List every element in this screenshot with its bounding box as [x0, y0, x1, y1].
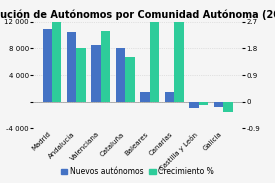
Bar — [116, 48, 125, 102]
Bar — [92, 45, 101, 102]
Bar — [189, 102, 199, 108]
Bar — [199, 102, 208, 104]
Bar — [125, 57, 134, 102]
Bar — [67, 32, 76, 102]
Bar — [174, 22, 183, 102]
Title: Evolución de Autónomos por Comunidad Autónoma (2024): Evolución de Autónomos por Comunidad Aut… — [0, 9, 275, 20]
Bar — [223, 102, 232, 112]
Bar — [141, 92, 150, 102]
Bar — [52, 22, 61, 102]
Bar — [214, 102, 223, 107]
Bar — [76, 48, 86, 102]
Bar — [101, 31, 110, 102]
Legend: Nuevos autónomos, Crecimiento %: Nuevos autónomos, Crecimiento % — [58, 164, 217, 179]
Bar — [165, 92, 174, 102]
Bar — [150, 22, 159, 102]
Bar — [43, 29, 52, 102]
